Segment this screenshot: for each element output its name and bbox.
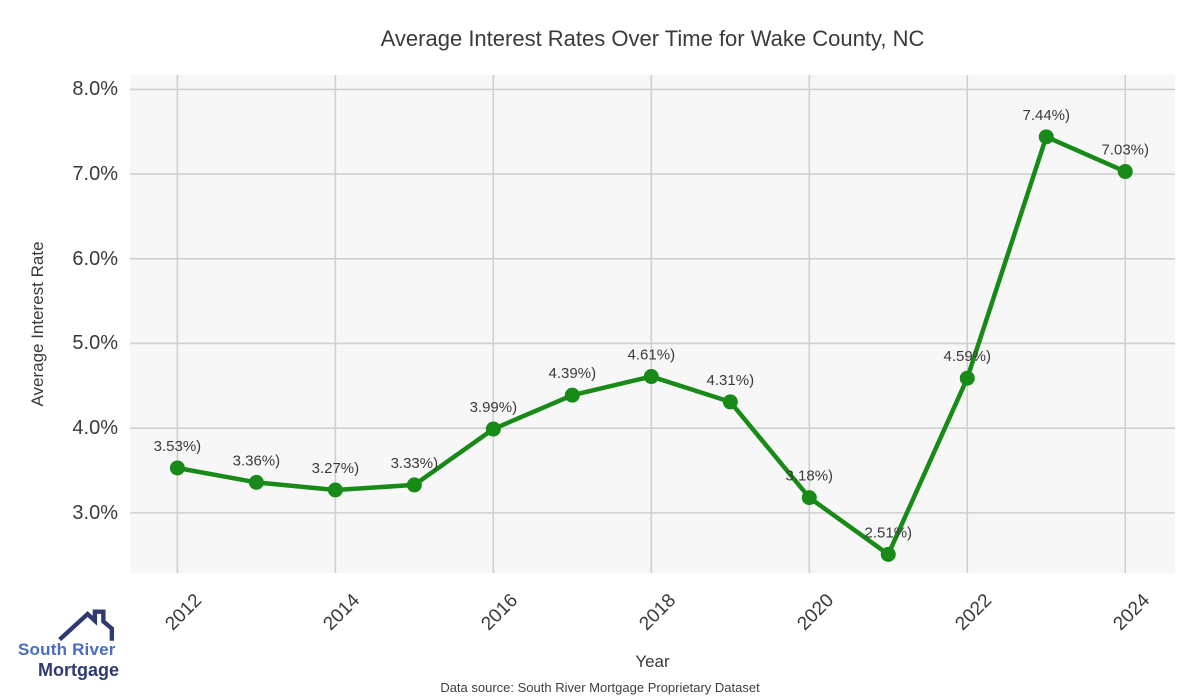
data-point: [1117, 164, 1133, 180]
brand-logo: South River Mortgage: [18, 608, 148, 681]
data-point: [248, 474, 264, 490]
plot-background: [130, 75, 1175, 573]
data-point-label: 3.33%): [391, 455, 439, 472]
data-point: [485, 421, 501, 437]
data-point: [327, 482, 343, 498]
source-note: Data source: South River Mortgage Propri…: [440, 680, 760, 695]
data-point-label: 2.51%): [865, 524, 913, 541]
data-point-label: 3.53%): [154, 438, 202, 455]
data-point: [1038, 129, 1054, 145]
y-tick-label: 4.0%: [72, 417, 118, 440]
data-point-label: 4.39%): [549, 365, 597, 382]
data-point: [564, 387, 580, 403]
data-point-label: 4.61%): [628, 347, 676, 364]
chart-title: Average Interest Rates Over Time for Wak…: [380, 26, 925, 51]
logo-text-line2: Mortgage: [38, 660, 119, 680]
logo-roof-icon: [58, 609, 115, 642]
logo-text-line1: South River: [18, 640, 116, 659]
data-point: [406, 477, 422, 493]
data-point-label: 3.99%): [470, 399, 518, 416]
y-tick-label: 7.0%: [72, 163, 118, 186]
data-point-label: 3.36%): [233, 452, 281, 469]
x-axis-title: Year: [635, 652, 670, 671]
y-tick-label: 5.0%: [72, 332, 118, 355]
y-tick-label: 6.0%: [72, 247, 118, 270]
data-point-label: 7.44%): [1022, 107, 1070, 124]
y-tick-label: 3.0%: [72, 501, 118, 524]
data-point-label: 7.03%): [1101, 142, 1149, 159]
y-tick-label: 8.0%: [72, 78, 118, 101]
data-point-label: 4.31%): [707, 372, 755, 389]
data-point: [801, 490, 817, 506]
data-point-label: 3.27%): [312, 460, 360, 477]
data-point: [643, 369, 659, 385]
data-point: [722, 394, 738, 410]
data-point-label: 4.59%): [943, 348, 991, 365]
data-point: [169, 460, 185, 476]
data-point: [880, 546, 896, 562]
data-point-label: 3.18%): [786, 468, 834, 485]
data-point: [959, 370, 975, 386]
